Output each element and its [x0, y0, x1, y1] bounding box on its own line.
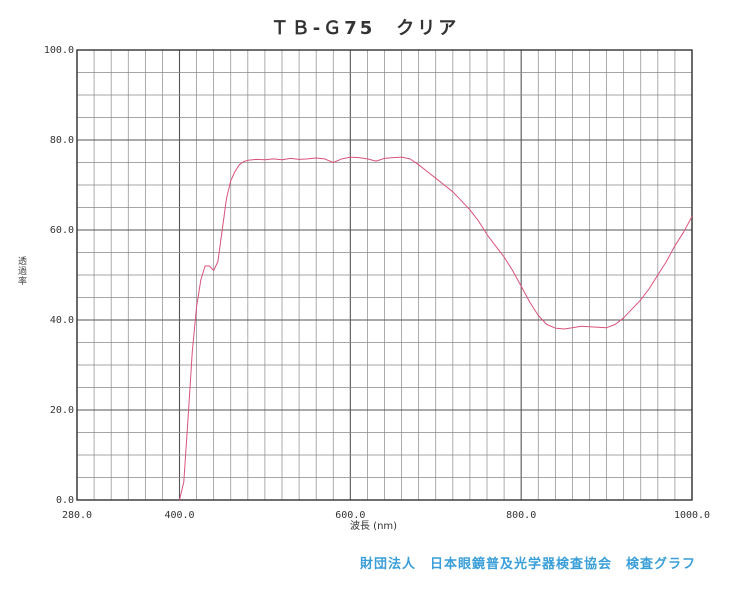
x-tick-label: 400.0	[164, 510, 194, 521]
plot-frame	[76, 49, 693, 501]
x-tick-label: 1000.0	[674, 510, 710, 521]
y-tick-label: 20.0	[50, 405, 74, 416]
y-tick-label: 60.0	[50, 225, 74, 236]
y-tick-label: 100.0	[44, 45, 74, 56]
footer-organization: 財団法人 日本眼鏡普及光学器検査協会 検査グラフ	[359, 557, 696, 572]
x-tick-label: 280.0	[62, 510, 92, 521]
x-axis-label: 波長 (nm)	[350, 521, 398, 532]
series-line-0	[179, 156, 693, 501]
chart-title: ＴＢ-Ｇ75 クリア	[270, 18, 460, 39]
y-tick-label: 40.0	[50, 315, 74, 326]
x-tick-label: 600.0	[335, 510, 365, 521]
x-tick-label: 800.0	[506, 510, 536, 521]
chart-grid	[76, 49, 693, 501]
series-layer	[179, 156, 693, 501]
y-tick-label: 80.0	[50, 135, 74, 146]
axis-tick-labels: 280.0 400.0 600.0 800.0 1000.0 0.0 20.0 40.0 60.…	[44, 45, 710, 521]
y-tick-label: 0.0	[56, 495, 74, 506]
y-axis-label: 透過率	[16, 256, 26, 286]
